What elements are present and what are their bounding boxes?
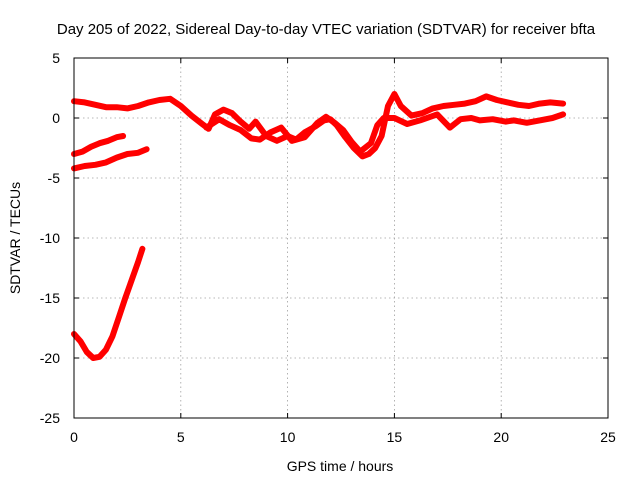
series-line-lower-branch — [71, 146, 150, 172]
x-tick-label: 25 — [600, 429, 616, 445]
y-axis-label: SDTVAR / TECUs — [7, 182, 23, 294]
y-tick-label: -5 — [48, 170, 61, 186]
y-tick-label: 5 — [52, 50, 60, 66]
y-tick-label: -15 — [40, 290, 60, 306]
axis-ticks: 0 5 10 15 20 25 5 0 -5 -10 -15 -20 -25 — [40, 50, 616, 445]
y-tick-label: -25 — [40, 410, 60, 426]
x-tick-label: 0 — [70, 429, 78, 445]
y-tick-label: 0 — [52, 110, 60, 126]
x-tick-label: 20 — [493, 429, 509, 445]
series-line-main-band-lower — [203, 111, 567, 155]
x-tick-label: 10 — [280, 429, 296, 445]
series-line-dip-curve — [71, 245, 146, 361]
y-tick-label: -20 — [40, 350, 60, 366]
series-layer — [71, 91, 567, 361]
series-line-upper-branch — [71, 133, 127, 157]
y-tick-label: -10 — [40, 230, 60, 246]
x-axis-label: GPS time / hours — [287, 458, 394, 474]
x-tick-label: 15 — [387, 429, 403, 445]
chart-title: Day 205 of 2022, Sidereal Day-to-day VTE… — [57, 21, 596, 38]
x-tick-label: 5 — [177, 429, 185, 445]
grid — [74, 58, 608, 418]
